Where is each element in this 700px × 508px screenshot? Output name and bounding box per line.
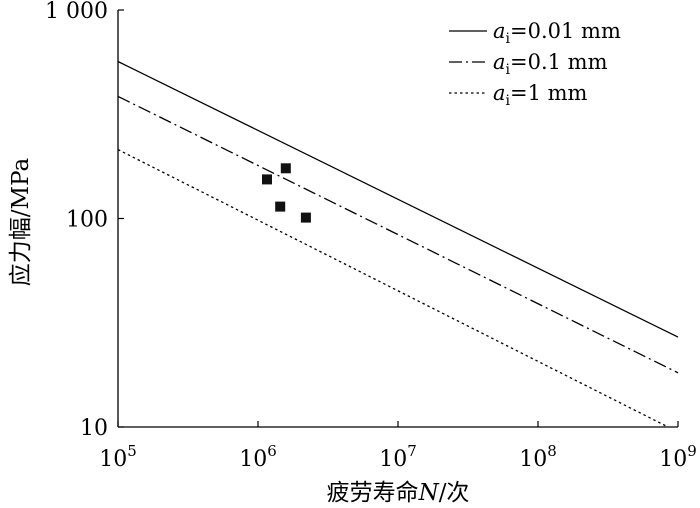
x-axis-title-unit: /次: [439, 480, 470, 506]
legend-var: a: [493, 81, 506, 105]
x-tick-label-exponent: 7: [407, 442, 417, 460]
x-tick-label: 105: [99, 442, 137, 472]
x-tick-label: 107: [379, 442, 417, 472]
data-points: [262, 163, 311, 223]
y-tick-label: 100: [66, 208, 108, 233]
x-tick-label-base: 10: [239, 447, 267, 472]
legend-subscript: i: [506, 93, 511, 109]
legend-subscript: i: [506, 31, 511, 47]
data-point: [262, 174, 272, 185]
data-point: [300, 212, 311, 223]
series-lines: [117, 60, 679, 428]
x-tick-label-exponent: 8: [547, 442, 557, 460]
legend-entry: ai=1 mm: [449, 81, 588, 109]
y-tick-label: 10: [80, 416, 108, 441]
x-axis-title-text: 疲劳寿命: [327, 480, 419, 506]
legend: ai=0.01 mm ai=0.1 mm ai=1 mm: [449, 19, 621, 109]
x-tick-label-exponent: 9: [687, 442, 697, 460]
x-tick-label-base: 10: [519, 447, 547, 472]
x-tick-label-exponent: 5: [127, 442, 137, 460]
legend-value: =0.1 mm: [510, 50, 608, 74]
legend-label: ai=1 mm: [493, 81, 588, 109]
legend-label: ai=0.1 mm: [493, 50, 608, 78]
legend-subscript: i: [506, 62, 511, 78]
y-tick-label: 1 000: [45, 0, 108, 24]
data-point: [280, 163, 291, 174]
legend-entry: ai=0.01 mm: [449, 19, 621, 47]
legend-label: ai=0.01 mm: [493, 19, 621, 47]
x-tick-label-exponent: 6: [267, 442, 277, 460]
legend-entry: ai=0.1 mm: [449, 50, 608, 78]
legend-value: =0.01 mm: [510, 19, 621, 43]
legend-var: a: [493, 19, 506, 43]
y-axis-title: 应力幅/MPa: [8, 157, 34, 286]
x-axis-title: 疲劳寿命N/次: [327, 480, 470, 506]
data-point: [275, 201, 286, 212]
x-axis-title-var: N: [418, 480, 440, 506]
x-tick-label: 109: [659, 442, 697, 472]
x-tick-label-base: 10: [659, 447, 687, 472]
legend-var: a: [493, 50, 506, 74]
series-line-solid: [117, 60, 679, 338]
legend-value: =1 mm: [510, 81, 588, 105]
x-tick-label-base: 10: [99, 447, 127, 472]
series-line-dotted: [117, 149, 669, 428]
x-tick-label: 108: [519, 442, 557, 472]
x-tick-label-base: 10: [379, 447, 407, 472]
x-tick-label: 106: [239, 442, 277, 472]
series-line-dash-dot: [117, 95, 679, 374]
